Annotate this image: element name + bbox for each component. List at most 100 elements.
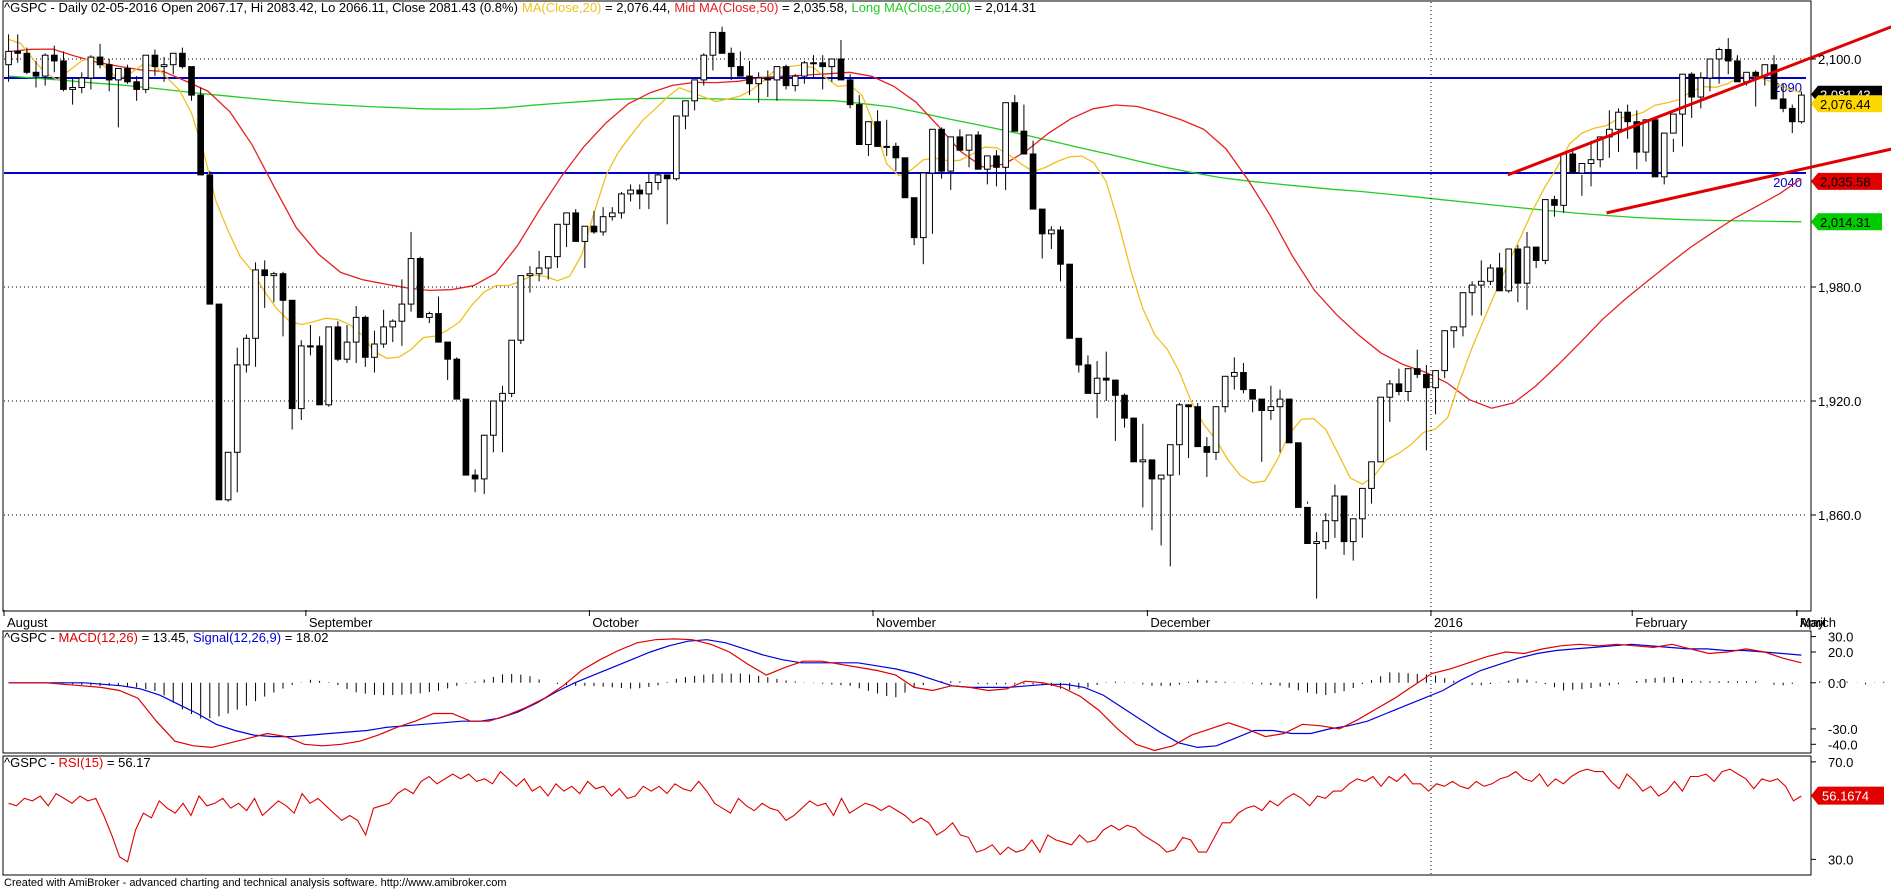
candle-down [1569,153,1577,174]
candle-down [361,316,369,358]
candle-up [1587,159,1595,164]
rsi-value-tag-text: 56.1674 [1822,789,1869,804]
candle-up [810,62,817,65]
candle-down [96,56,104,66]
candle-up [325,326,333,406]
month-label: 2016 [1434,615,1463,630]
candle-up [1477,280,1485,286]
price-panel: 2090 2040 1,860.0 1,920.0 1,980.0 2,100.0 2,… [2,0,1891,630]
rsi-value-tag-bg [1811,786,1884,805]
candle-down [471,474,479,480]
macd-y-axis: 30.020.0 0.0 -30.0-40.0 [1811,630,1858,752]
candle-up [618,193,625,214]
candle-up [1322,520,1330,543]
candle-down [819,62,827,68]
candle-up [343,341,351,360]
candle-down [1130,417,1138,463]
candle-up [1404,368,1412,393]
candle-down [23,52,31,73]
macd-y-label: -40.0 [1828,737,1858,752]
trend-channel [1507,25,1891,215]
candle-up [307,345,314,348]
candle-up [1276,398,1284,408]
candle-down [1496,267,1503,292]
candle-down [1249,389,1256,400]
candle-down [1624,111,1631,123]
price-y-label: 1,860.0 [1818,508,1861,523]
candle-down [261,269,269,277]
month-label: May [1800,615,1825,630]
value-tag-text: 2,076.44 [1820,97,1871,112]
signal-line [8,639,1802,749]
candle-up [1349,518,1357,543]
rsi-panel-frame [2,755,1812,876]
candle-down [60,60,67,90]
candle-up [426,313,433,318]
candle-down [188,66,195,96]
candle-down [1413,368,1421,375]
candle-up [1615,111,1622,130]
candle-down [435,313,442,343]
candle-up [1642,119,1650,153]
candle-up [243,337,250,366]
candle-up [801,62,808,77]
macd-panel-frame [2,630,1812,754]
candle-up [608,212,616,218]
candle-down [1029,153,1037,210]
price-y-label: 1,980.0 [1818,280,1861,295]
candle-down [124,68,131,83]
candle-up [526,273,534,277]
rsi-title-prefix: ^GSPC - [4,755,59,770]
candle-down [846,79,854,106]
candle-up [1093,377,1101,394]
candle-down [1788,107,1796,123]
candle-up [297,345,305,410]
candle-up [828,58,836,68]
candle-up [1468,284,1476,294]
rsi-legend-value: = 56.17 [103,755,150,770]
candle-up [1715,49,1723,60]
candle-up [380,326,387,345]
candlesticks [5,26,1805,599]
candle-down [215,303,223,501]
candle-down [663,174,671,180]
candle-down [1532,246,1540,261]
candle-down [105,64,113,81]
candle-up [535,267,543,275]
candle-down [1551,199,1558,206]
ma50-legend: Mid MA(Close,50) [674,0,778,15]
month-label: October [592,615,639,630]
candle-up [1386,383,1394,398]
candle-up [865,121,872,145]
rsi-panel-title: ^GSPC - RSI(15) = 56.17 [4,755,151,770]
candle-up [1596,136,1604,161]
candle-down [1011,102,1019,132]
rsi-value-tag: 56.1674 [1811,786,1884,805]
candle-down [1038,208,1046,235]
candle-down [572,212,580,242]
macd-y-label: 20.0 [1828,645,1853,660]
candle-up [709,31,717,56]
candle-up [691,79,698,102]
candle-down [334,326,342,360]
candle-down [1194,406,1202,448]
macd-legend: MACD(12,26) [59,630,138,645]
candle-up [1230,372,1238,377]
candle-up [1441,330,1449,372]
candle-up [1267,406,1275,412]
macd-y-label: 30.0 [1828,630,1853,645]
macd-panel-title: ^GSPC - MACD(12,26) = 13.45, Signal(12,26… [4,630,328,645]
candle-down [1423,373,1430,389]
hline-label-2040: 2040 [1773,175,1802,190]
candle-down [1514,248,1522,284]
candle-down [1294,442,1302,508]
candle-down [837,58,845,81]
candle-down [151,54,159,68]
macd-panel: 30.020.0 0.0 -30.0-40.0 ^GSPC - MACD(12,26… [2,630,1885,754]
candle-up [407,258,415,305]
candle-down [718,31,726,54]
candle-up [371,343,378,358]
rsi-series [8,768,1802,863]
candle-up [1377,396,1384,463]
candle-up [1221,375,1229,408]
